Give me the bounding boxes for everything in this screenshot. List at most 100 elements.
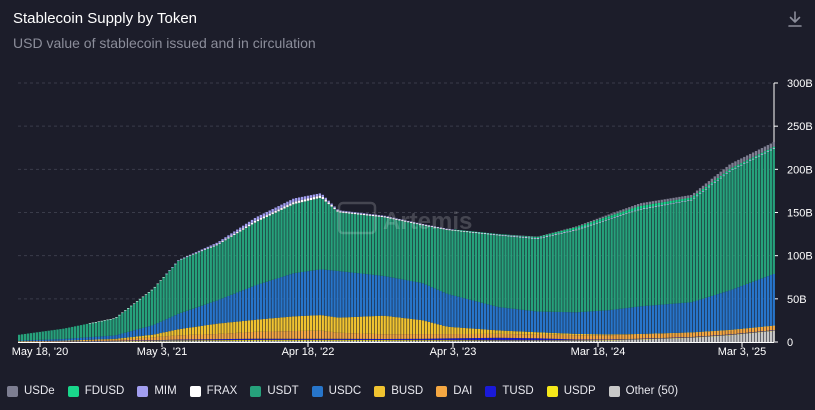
bar-busd [392,316,395,335]
bar-frax [524,237,528,238]
bar-usde [601,216,604,219]
bar-mim [572,230,575,231]
bar-tusd [545,338,548,341]
legend-item-dai[interactable]: DAI [436,385,472,397]
bar-usdp [359,339,363,341]
legend-item-usdp[interactable]: USDP [546,385,596,397]
bar-usdc [551,311,554,333]
legend-item-fdusd[interactable]: FDUSD [67,385,124,397]
bar-dai [681,332,684,338]
bar-other [554,340,557,342]
bar-usdc [321,269,324,316]
bar-usdt [492,234,495,306]
download-button[interactable] [786,10,804,30]
legend-item-tusd[interactable]: TUSD [485,385,534,397]
bar-frax [536,238,540,239]
bar-mim [698,193,702,194]
series-usde [510,142,775,238]
legend-item-frax[interactable]: FRAX [189,385,237,397]
bar-mim [295,198,298,202]
bar-usdc [330,270,333,317]
bar-mim [392,217,395,219]
bar-other [315,340,319,342]
bar-usdc [710,295,714,332]
bar-other [731,334,734,342]
bar-usdc [194,307,198,327]
bar-other [507,340,510,342]
bar-frax [274,210,277,213]
bar-mim [354,212,357,214]
bar-frax [356,213,360,215]
bar-dai [271,331,274,339]
bar-dai [100,340,103,341]
bar-busd [575,333,578,336]
bar-usdt [622,214,625,309]
legend-label: USDT [267,385,299,397]
bar-usdt [82,324,86,338]
bar-other [660,338,663,342]
legend-item-mim[interactable]: MIM [137,385,177,397]
bar-tusd [772,330,775,331]
bar-usdc [695,300,699,333]
bar-other [580,340,584,342]
bar-usdt [524,237,528,311]
bar-usdt [695,196,699,301]
bar-frax [315,196,319,199]
bar-other [746,333,749,342]
bar-dai [424,334,428,339]
bar-busd [97,339,100,341]
bar-frax [359,213,363,215]
bar-usdt [533,238,537,312]
bar-frax [312,197,316,200]
bar-dai [112,339,115,341]
bar-usdt [224,240,227,298]
bar-usdc [268,280,271,319]
bar-dai [607,335,610,340]
legend-item-usdc[interactable]: USDC [311,385,361,397]
bar-usdp [418,340,422,341]
bar-mim [687,200,690,201]
bar-tusd [53,341,56,342]
bar-fdusd [687,198,690,201]
bar-usdc [746,283,749,329]
bar-mim [359,212,363,214]
bar-other [530,340,534,342]
legend-item-other[interactable]: Other (50) [608,385,678,397]
legend-item-usde[interactable]: USDe [7,385,55,397]
bar-dai [454,334,457,339]
series-dai [18,325,775,342]
bar-mim [510,235,513,237]
bar-other [300,340,304,342]
bar-usdp [433,340,436,341]
bar-usdp [678,337,681,339]
bar-mim [663,204,666,205]
bar-tusd [448,338,451,341]
bar-tusd [227,339,230,341]
bar-frax [339,211,342,213]
bar-usdc [318,269,321,316]
bar-usdc [109,335,112,340]
bar-other [743,333,746,342]
bar-dai [513,334,516,338]
bar-usdt [218,243,221,300]
bar-dai [707,331,711,336]
bar-usdt [539,238,543,312]
bar-busd [191,327,195,335]
bar-usdp [610,339,613,341]
legend-item-busd[interactable]: BUSD [374,385,423,397]
bar-busd [557,333,560,335]
bar-usdp [118,341,121,342]
bar-usdc [218,299,221,324]
bar-tusd [536,338,540,341]
bar-usdc [524,310,528,332]
bar-usdc [501,307,504,331]
bar-usdt [466,232,469,299]
bar-usdc [513,308,516,332]
bar-other [162,341,165,342]
bar-usdc [362,273,366,317]
bar-usdt [631,212,634,308]
bar-usdc [675,303,678,333]
bar-usdc [448,294,451,327]
bar-usdt [256,221,260,285]
legend-item-usdt[interactable]: USDT [250,385,299,397]
